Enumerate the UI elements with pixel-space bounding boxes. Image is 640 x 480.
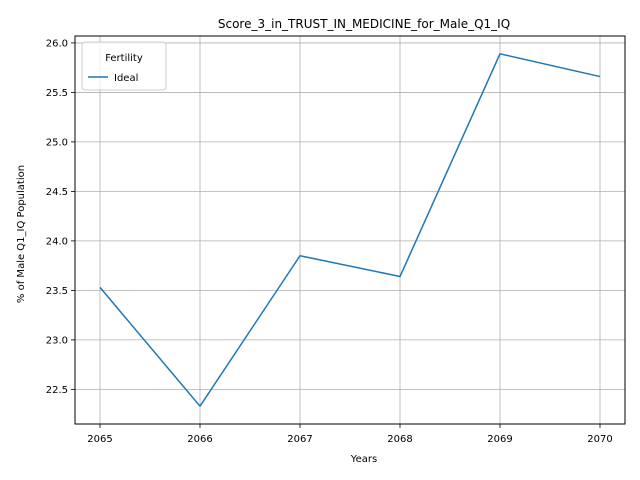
x-tick-label: 2066 [187, 434, 212, 445]
legend-title: Fertility [105, 53, 143, 64]
y-tick-label: 23.5 [46, 286, 68, 297]
plot-frame [74, 35, 626, 425]
y-tick-label: 24.5 [46, 187, 68, 198]
legend-label: Ideal [114, 73, 138, 84]
grid [75, 36, 625, 424]
legend-box [81, 41, 167, 91]
y-tick-label: 25.5 [46, 88, 68, 99]
ticks: 2065 2066 2067 2068 2069 2070 22.5 23.0 23.5 24.0… [46, 38, 613, 445]
series-group [99, 53, 601, 407]
chart-title: Score_3_in_TRUST_IN_MEDICINE_for_Male_Q1… [218, 17, 510, 31]
y-tick-label: 22.5 [46, 385, 68, 396]
x-tick-label: 2068 [387, 434, 412, 445]
x-tick-label: 2069 [487, 434, 512, 445]
y-axis-label: % of Male Q1_IQ Population [16, 165, 27, 303]
y-tick-label: 24.0 [46, 236, 68, 247]
series-line-ideal [99, 53, 601, 407]
legend: Fertility Ideal [81, 41, 167, 91]
x-axis-label: Years [350, 454, 377, 465]
x-tick-label: 2067 [287, 434, 312, 445]
x-tick-label: 2070 [587, 434, 612, 445]
y-tick-label: 26.0 [46, 38, 68, 49]
y-tick-label: 23.0 [46, 335, 68, 346]
y-tick-label: 25.0 [46, 137, 68, 148]
x-tick-label: 2065 [87, 434, 112, 445]
